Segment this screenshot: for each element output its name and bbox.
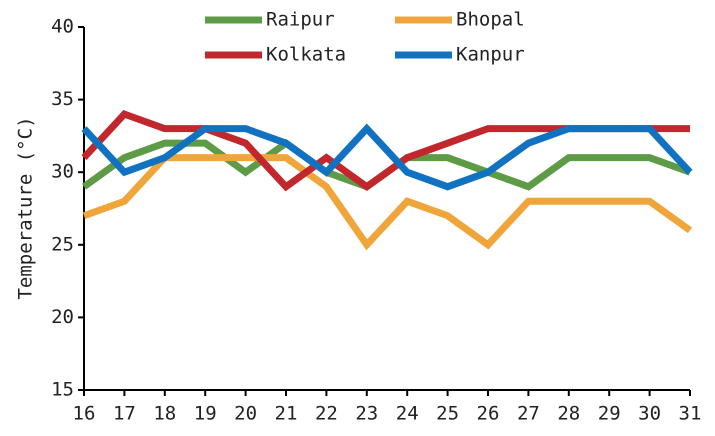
y-tick-label: 30 xyxy=(51,161,74,183)
x-tick-label: 31 xyxy=(679,403,702,425)
x-tick-label: 27 xyxy=(517,403,540,425)
x-tick-label: 26 xyxy=(477,403,500,425)
x-tick-label: 24 xyxy=(396,403,419,425)
y-axis-label: Temperature (°C) xyxy=(15,116,37,299)
y-tick-label: 25 xyxy=(51,233,74,255)
x-tick-label: 21 xyxy=(275,403,298,425)
y-tick-label: 15 xyxy=(51,379,74,401)
x-tick-label: 30 xyxy=(638,403,661,425)
x-tick-label: 22 xyxy=(315,403,338,425)
series-line xyxy=(82,154,693,251)
legend-label: Kolkata xyxy=(266,44,346,66)
x-tick-label: 18 xyxy=(153,403,176,425)
x-tick-label: 16 xyxy=(73,403,96,425)
x-tick-label: 29 xyxy=(598,403,621,425)
x-tick-label: 20 xyxy=(234,403,257,425)
y-tick-label: 35 xyxy=(51,88,74,110)
x-tick-label: 28 xyxy=(557,403,580,425)
x-tick-label: 17 xyxy=(113,403,136,425)
legend-label: Kanpur xyxy=(456,44,525,66)
x-tick-label: 25 xyxy=(436,403,459,425)
legend-label: Raipur xyxy=(266,9,335,31)
x-tick-label: 19 xyxy=(194,403,217,425)
legend-label: Bhopal xyxy=(456,9,525,31)
series-line xyxy=(81,123,693,191)
x-tick-label: 23 xyxy=(355,403,378,425)
y-tick-label: 40 xyxy=(51,16,74,38)
y-tick-label: 20 xyxy=(51,306,74,328)
